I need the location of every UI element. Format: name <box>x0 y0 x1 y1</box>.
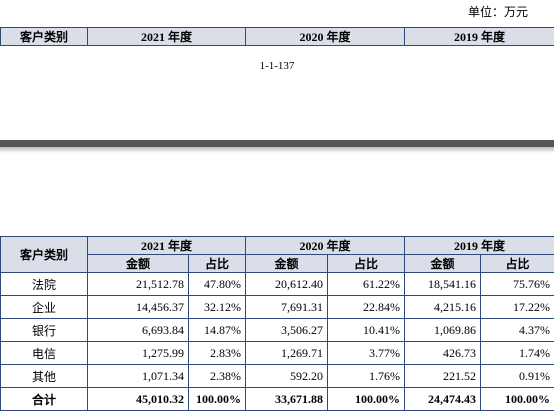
cell: 法院 <box>1 273 88 296</box>
cell: 45,010.32 <box>88 388 189 411</box>
cell: 其他 <box>1 365 88 388</box>
cell: 2021 年度 <box>88 28 246 46</box>
cell: 金额 <box>88 255 189 273</box>
cell: 592.20 <box>246 365 328 388</box>
cell: 金额 <box>405 255 481 273</box>
cell: 24,474.43 <box>405 388 481 411</box>
cell: 3.77% <box>328 342 405 365</box>
cell: 18,541.16 <box>405 273 481 296</box>
cell: 2019 年度 <box>405 237 554 255</box>
cell: 426.73 <box>405 342 481 365</box>
cell: 电信 <box>1 342 88 365</box>
cell: 100.00% <box>328 388 405 411</box>
cell: 32.12% <box>189 296 246 319</box>
cell: 100.00% <box>481 388 554 411</box>
cell: 14,456.37 <box>88 296 189 319</box>
cell: 2020 年度 <box>246 28 405 46</box>
cell: 6,693.84 <box>88 319 189 342</box>
cell: 2.38% <box>189 365 246 388</box>
cell: 金额 <box>246 255 328 273</box>
cell: 1,069.86 <box>405 319 481 342</box>
cell: 17.22% <box>481 296 554 319</box>
cell: 0.91% <box>481 365 554 388</box>
cell: 3,506.27 <box>246 319 328 342</box>
cell: 占比 <box>481 255 554 273</box>
page-break <box>0 140 554 147</box>
cell: 4.37% <box>481 319 554 342</box>
cell: 客户类别 <box>1 237 88 273</box>
cell: 2021 年度 <box>88 237 246 255</box>
cell: 1,071.34 <box>88 365 189 388</box>
cell: 客户类别 <box>1 28 88 46</box>
cell: 占比 <box>189 255 246 273</box>
cell: 75.76% <box>481 273 554 296</box>
cell: 33,671.88 <box>246 388 328 411</box>
cell: 100.00% <box>189 388 246 411</box>
cell: 14.87% <box>189 319 246 342</box>
cell: 22.84% <box>328 296 405 319</box>
page-break-shadow <box>0 147 554 153</box>
cell: 企业 <box>1 296 88 319</box>
cell: 2020 年度 <box>246 237 405 255</box>
cell: 7,691.31 <box>246 296 328 319</box>
cell: 21,512.78 <box>88 273 189 296</box>
cell: 1,269.71 <box>246 342 328 365</box>
cell: 1,275.99 <box>88 342 189 365</box>
cell: 47.80% <box>189 273 246 296</box>
cell: 银行 <box>1 319 88 342</box>
cell: 4,215.16 <box>405 296 481 319</box>
cell: 占比 <box>328 255 405 273</box>
cell: 合计 <box>1 388 88 411</box>
unit: 单位：万元 <box>468 3 528 20</box>
page-number: 1-1-137 <box>0 60 554 72</box>
cell: 61.22% <box>328 273 405 296</box>
cell: 20,612.40 <box>246 273 328 296</box>
cell: 221.52 <box>405 365 481 388</box>
cell: 1.74% <box>481 342 554 365</box>
cell: 10.41% <box>328 319 405 342</box>
cell: 1.76% <box>328 365 405 388</box>
cell: 2019 年度 <box>405 28 554 46</box>
cell: 2.83% <box>189 342 246 365</box>
